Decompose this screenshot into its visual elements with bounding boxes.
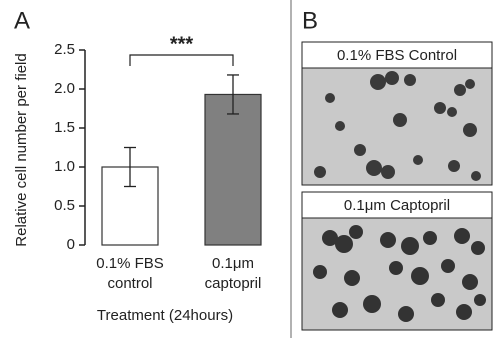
cells bbox=[314, 71, 481, 181]
x-tick-label: control bbox=[107, 275, 152, 292]
y-axis-label: Relative cell number per field bbox=[13, 53, 30, 246]
x-tick-label: 0.1% FBS bbox=[96, 255, 164, 272]
cells bbox=[313, 225, 486, 322]
significance-bracket bbox=[129, 54, 234, 66]
y-tick-label: 0 bbox=[67, 236, 75, 253]
y-tick-label: 0.5 bbox=[54, 197, 75, 214]
x-tick-label: captopril bbox=[205, 275, 262, 292]
panel-label: B bbox=[302, 7, 318, 34]
x-axis-label: Treatment (24hours) bbox=[97, 307, 233, 324]
image-title: 0.1μm Captopril bbox=[344, 197, 450, 214]
x-tick-label: 0.1μm bbox=[212, 255, 254, 272]
bar bbox=[204, 93, 262, 246]
panel-label: A bbox=[14, 7, 30, 34]
significance-label: *** bbox=[170, 33, 194, 55]
image-title: 0.1% FBS Control bbox=[337, 47, 457, 64]
y-tick-label: 1.5 bbox=[54, 119, 75, 136]
micrograph bbox=[301, 41, 493, 331]
y-tick-label: 2.0 bbox=[54, 80, 75, 97]
y-tick-label: 2.5 bbox=[54, 41, 75, 58]
y-tick-label: 1.0 bbox=[54, 158, 75, 175]
